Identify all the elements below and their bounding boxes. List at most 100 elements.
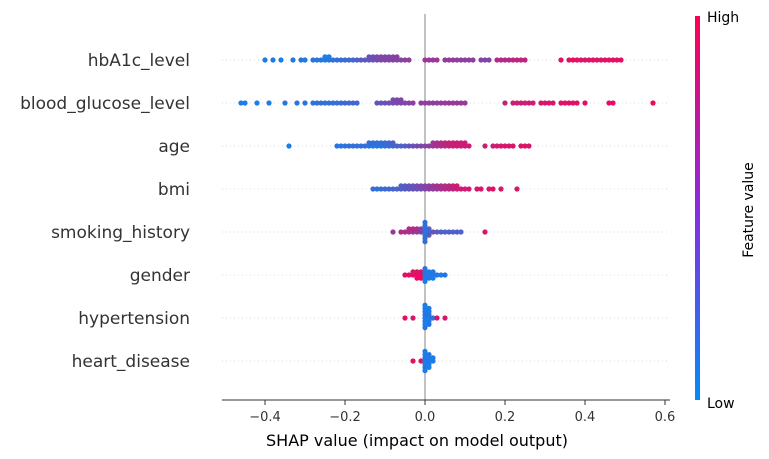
shap-point: [422, 100, 428, 106]
shap-point: [422, 278, 428, 284]
shap-point: [350, 100, 356, 106]
shap-point: [430, 269, 436, 275]
shap-point: [582, 57, 588, 63]
shap-point: [334, 143, 340, 149]
shap-point: [438, 229, 444, 235]
shap-point: [418, 275, 424, 281]
shap-point: [270, 57, 276, 63]
shap-point: [530, 100, 536, 106]
feature-label: bmi: [158, 180, 190, 200]
shap-point: [414, 275, 420, 281]
shap-point: [606, 100, 612, 106]
shap-point: [462, 186, 468, 192]
shap-point: [394, 186, 400, 192]
shap-point: [426, 321, 432, 327]
shap-point: [418, 143, 424, 149]
shap-point: [370, 186, 376, 192]
x-tick-label: 0.0: [415, 410, 436, 425]
shap-point: [318, 57, 324, 63]
shap-point: [378, 54, 384, 60]
shap-point: [426, 226, 432, 232]
shap-point: [442, 57, 448, 63]
shap-point: [482, 143, 488, 149]
shap-point: [522, 57, 528, 63]
shap-point: [510, 143, 516, 149]
shap-point: [606, 57, 612, 63]
shap-point: [398, 183, 404, 189]
shap-point: [386, 186, 392, 192]
shap-point: [458, 57, 464, 63]
x-axis-label: SHAP value (impact on model output): [266, 431, 568, 450]
shap-point: [442, 100, 448, 106]
shap-point: [418, 226, 424, 232]
shap-point: [402, 143, 408, 149]
shap-point: [462, 57, 468, 63]
shap-point: [482, 229, 488, 235]
shap-point: [354, 143, 360, 149]
x-ticks: −0.4 −0.2 0.0 0.2 0.4 0.6: [249, 400, 675, 425]
shap-point: [418, 269, 424, 275]
shap-point: [374, 100, 380, 106]
shap-point: [434, 272, 440, 278]
shap-point: [450, 229, 456, 235]
shap-point: [438, 100, 444, 106]
shap-point: [402, 315, 408, 321]
shap-point: [502, 143, 508, 149]
shap-point: [526, 143, 532, 149]
shap-point: [342, 100, 348, 106]
shap-point: [478, 186, 484, 192]
shap-point: [394, 97, 400, 103]
shap-point: [350, 143, 356, 149]
shap-point: [390, 140, 396, 146]
shap-point: [418, 358, 424, 364]
shap-point: [446, 140, 452, 146]
shap-point: [434, 315, 440, 321]
shap-point: [430, 183, 436, 189]
shap-point: [422, 348, 428, 354]
shap-point: [434, 183, 440, 189]
shap-point: [342, 143, 348, 149]
shap-point: [338, 143, 344, 149]
shap-point: [406, 272, 412, 278]
shap-point: [362, 143, 368, 149]
shap-point: [458, 100, 464, 106]
shap-point: [522, 100, 528, 106]
shap-point: [458, 186, 464, 192]
shap-point: [382, 140, 388, 146]
shap-point: [262, 57, 268, 63]
shap-point: [518, 143, 524, 149]
shap-point: [290, 57, 296, 63]
shap-point: [330, 57, 336, 63]
shap-point: [450, 140, 456, 146]
shap-point: [394, 143, 400, 149]
shap-point: [498, 57, 504, 63]
shap-point: [414, 143, 420, 149]
shap-point: [294, 100, 300, 106]
shap-point: [382, 100, 388, 106]
shap-point: [410, 100, 416, 106]
shap-point: [378, 186, 384, 192]
shap-point: [522, 143, 528, 149]
shap-point: [518, 100, 524, 106]
colorbar-gradient: [695, 16, 700, 400]
shap-point: [474, 186, 480, 192]
shap-point: [326, 100, 332, 106]
shap-point: [410, 143, 416, 149]
shap-point: [282, 100, 288, 106]
shap-point: [446, 57, 452, 63]
shap-point: [366, 140, 372, 146]
shap-point: [574, 100, 580, 106]
shap-point: [510, 57, 516, 63]
shap-point: [314, 57, 320, 63]
shap-point: [342, 57, 348, 63]
shap-point: [510, 100, 516, 106]
shap-point: [426, 269, 432, 275]
shap-point: [374, 140, 380, 146]
shap-point: [590, 57, 596, 63]
shap-point: [650, 100, 656, 106]
shap-point: [302, 57, 308, 63]
shap-point: [546, 100, 552, 106]
shap-point: [430, 229, 436, 235]
shap-point: [454, 229, 460, 235]
